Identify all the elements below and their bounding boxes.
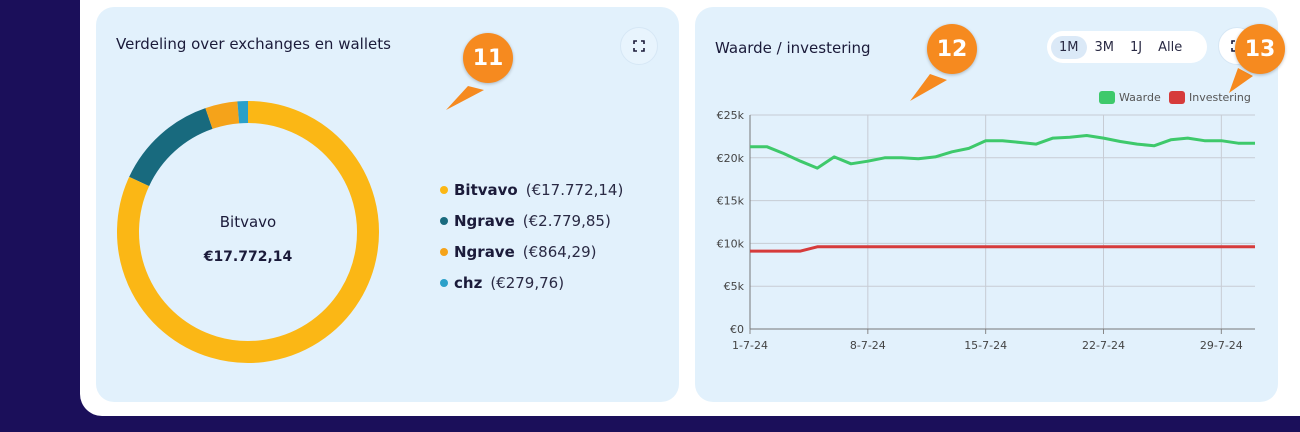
y-tick-label: €10k [717, 237, 745, 250]
legend-label: Investering [1189, 91, 1251, 104]
distribution-expand-button[interactable] [620, 27, 658, 65]
y-tick-label: €20k [717, 152, 745, 165]
x-tick-label: 22-7-24 [1082, 339, 1125, 352]
y-tick-label: €25k [717, 109, 745, 122]
legend-value: (€279,76) [490, 274, 565, 292]
legend-item[interactable]: chz (€279,76) [440, 274, 564, 292]
donut-slice[interactable] [117, 101, 379, 363]
distribution-donut-chart [117, 101, 379, 363]
legend-swatch [1099, 91, 1115, 104]
value-card-title: Waarde / investering [715, 39, 871, 57]
y-tick-label: €15k [717, 195, 745, 208]
legend-swatch [1169, 91, 1185, 104]
donut-center-label: Bitvavo [219, 213, 277, 231]
y-tick-label: €0 [730, 323, 744, 336]
x-tick-label: 1-7-24 [732, 339, 768, 352]
annotation-badge-11: 11 [463, 33, 513, 83]
donut-slice[interactable] [205, 101, 240, 130]
range-all-button[interactable]: Alle [1158, 39, 1183, 55]
donut-center-value: €17.772,14 [203, 249, 293, 265]
legend-name: Bitvavo [454, 181, 518, 199]
legend-label: Waarde [1119, 91, 1161, 104]
range-1m-button[interactable]: 1M [1051, 35, 1087, 59]
annotation-badge-12: 12 [927, 24, 977, 74]
legend-item[interactable]: Ngrave (€2.779,85) [440, 212, 611, 230]
x-tick-label: 8-7-24 [850, 339, 886, 352]
legend-dot [440, 186, 448, 194]
range-1j-button[interactable]: 1J [1130, 39, 1143, 55]
expand-icon [633, 40, 645, 52]
annotation-badge-13: 13 [1235, 24, 1285, 74]
chart-legend-waarde[interactable]: Waarde [1099, 91, 1161, 104]
legend-dot [440, 248, 448, 256]
donut-slice[interactable] [129, 108, 213, 187]
legend-name: Ngrave [454, 243, 515, 261]
x-tick-label: 15-7-24 [964, 339, 1007, 352]
range-selector: 1M 3M 1J Alle [1047, 31, 1207, 63]
legend-value: (€864,29) [522, 243, 597, 261]
chart-legend-investering[interactable]: Investering [1169, 91, 1251, 104]
range-3m-button[interactable]: 3M [1094, 39, 1115, 55]
value-investment-card [695, 7, 1278, 402]
distribution-card-title: Verdeling over exchanges en wallets [116, 35, 391, 53]
legend-name: Ngrave [454, 212, 515, 230]
legend-item[interactable]: Ngrave (€864,29) [440, 243, 597, 261]
legend-value: (€17.772,14) [525, 181, 624, 199]
legend-name: chz [454, 274, 483, 292]
series-line-waarde[interactable] [750, 134, 1255, 170]
legend-value: (€2.779,85) [522, 212, 611, 230]
legend-dot [440, 217, 448, 225]
legend-item[interactable]: Bitvavo (€17.772,14) [440, 181, 623, 199]
series-line-investering[interactable] [750, 245, 1255, 253]
value-line-chart: €0 €5k €10k €15k €20k €25k 1-7-24 8-7-24 15-7-24… [717, 109, 1255, 352]
x-tick-label: 29-7-24 [1200, 339, 1243, 352]
y-tick-label: €5k [724, 280, 745, 293]
legend-dot [440, 279, 448, 287]
